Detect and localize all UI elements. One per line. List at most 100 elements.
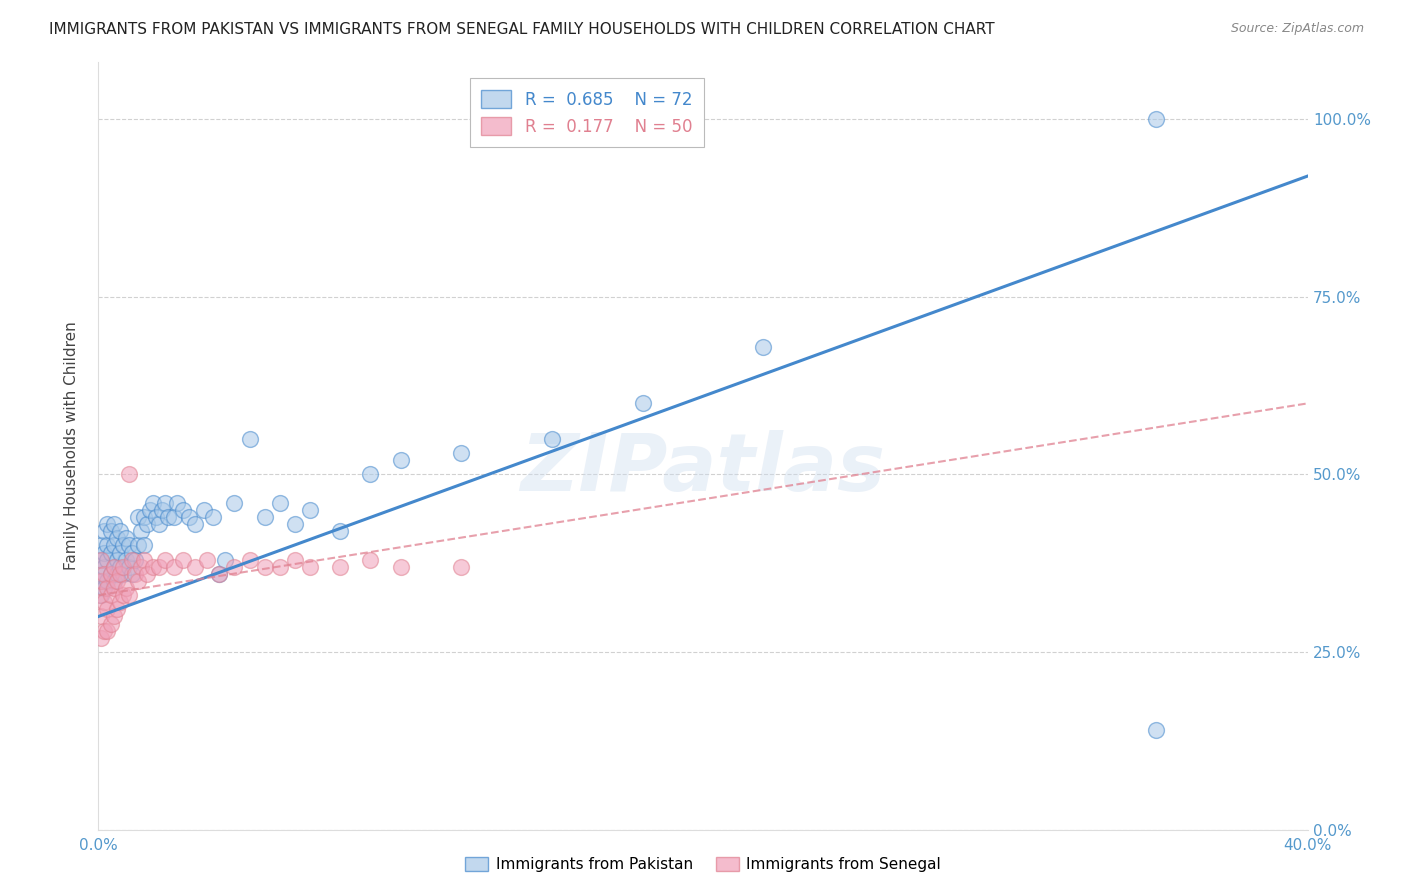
Point (253, 559, 276, 574)
Y-axis label: Family Households with Children: Family Households with Children (65, 322, 79, 570)
Point (90, 574, 112, 588)
Point (299, 559, 322, 574)
Point (93, 581, 115, 595)
Point (103, 609, 125, 624)
Point (100, 524, 122, 539)
Point (172, 552, 194, 566)
Point (105, 602, 128, 616)
Point (148, 559, 170, 574)
Point (90, 609, 112, 624)
Point (100, 588, 122, 602)
Point (90, 552, 112, 566)
Point (284, 552, 307, 566)
Point (153, 496, 176, 510)
Point (195, 552, 218, 566)
Point (105, 574, 128, 588)
Point (108, 559, 131, 574)
Point (89, 588, 111, 602)
Point (100, 545, 122, 559)
Point (752, 340, 775, 354)
Point (103, 538, 125, 552)
Point (96, 624, 118, 638)
Point (114, 532, 136, 546)
Point (103, 574, 125, 588)
Point (114, 552, 136, 566)
Point (118, 559, 141, 574)
Point (148, 517, 170, 532)
Point (108, 566, 131, 581)
Point (100, 566, 122, 581)
Point (90, 538, 112, 552)
Point (239, 552, 262, 566)
Point (145, 510, 167, 524)
Point (90, 566, 112, 581)
Point (93, 559, 115, 574)
Point (129, 559, 152, 574)
Point (1144, 112, 1167, 127)
Point (118, 467, 141, 482)
Point (132, 552, 155, 566)
Point (214, 552, 236, 566)
Point (90, 588, 112, 602)
Point (93, 595, 115, 609)
Point (193, 503, 215, 517)
Point (93, 524, 115, 539)
Point (389, 559, 412, 574)
Point (100, 616, 122, 631)
Point (360, 467, 382, 482)
Point (121, 545, 143, 559)
Point (103, 559, 125, 574)
Point (163, 559, 186, 574)
Point (360, 552, 382, 566)
Point (224, 496, 246, 510)
Point (103, 581, 125, 595)
Point (100, 566, 122, 581)
Text: ZIPatlas: ZIPatlas (520, 430, 886, 508)
Point (150, 503, 173, 517)
Point (127, 510, 149, 524)
Point (105, 566, 128, 581)
Point (93, 545, 115, 559)
Point (184, 517, 207, 532)
Point (135, 517, 157, 532)
Point (450, 559, 472, 574)
Point (90, 552, 112, 566)
Point (96, 581, 118, 595)
Point (124, 552, 146, 566)
Point (132, 510, 155, 524)
Point (540, 432, 562, 446)
Point (329, 524, 352, 539)
Point (631, 396, 654, 410)
Point (202, 510, 225, 524)
Point (132, 538, 155, 552)
Point (253, 510, 276, 524)
Point (329, 559, 352, 574)
Point (96, 517, 118, 532)
Point (111, 566, 134, 581)
Point (96, 538, 118, 552)
Point (108, 595, 131, 609)
Point (224, 559, 246, 574)
Point (1144, 723, 1167, 738)
Point (156, 510, 179, 524)
Legend: Immigrants from Pakistan, Immigrants from Senegal: Immigrants from Pakistan, Immigrants fro… (457, 849, 949, 880)
Point (118, 538, 141, 552)
Point (121, 552, 143, 566)
Point (90, 631, 112, 645)
Point (105, 532, 128, 546)
Point (96, 552, 118, 566)
Point (172, 503, 194, 517)
Point (93, 624, 115, 638)
Point (142, 559, 165, 574)
Point (103, 559, 125, 574)
Point (96, 574, 118, 588)
Point (163, 510, 186, 524)
Point (111, 588, 134, 602)
Point (208, 566, 231, 581)
Point (284, 517, 307, 532)
Point (135, 566, 157, 581)
Point (184, 559, 207, 574)
Point (269, 496, 291, 510)
Point (89, 574, 111, 588)
Point (93, 566, 115, 581)
